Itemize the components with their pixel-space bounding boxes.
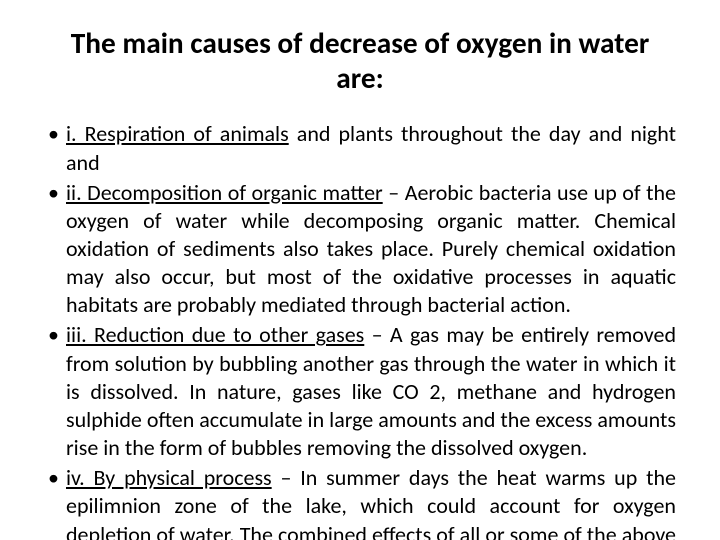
list-item: iii. Reduction due to other gases – A ga… <box>44 321 676 462</box>
bullet-lead: i. Respiration of animals <box>66 120 289 147</box>
list-item: iv. By physical process – In summer days… <box>44 464 676 540</box>
bullet-list: i. Respiration of animals and plants thr… <box>44 120 676 540</box>
bullet-lead: ii. Decomposition of organic matter <box>66 179 383 206</box>
slide-title: The main causes of decrease of oxygen in… <box>44 26 676 96</box>
bullet-lead: iv. By physical process <box>66 464 272 491</box>
list-item: ii. Decomposition of organic matter – Ae… <box>44 179 676 320</box>
slide: The main causes of decrease of oxygen in… <box>0 0 720 540</box>
bullet-lead: iii. Reduction due to other gases <box>66 321 364 348</box>
list-item: i. Respiration of animals and plants thr… <box>44 120 676 176</box>
